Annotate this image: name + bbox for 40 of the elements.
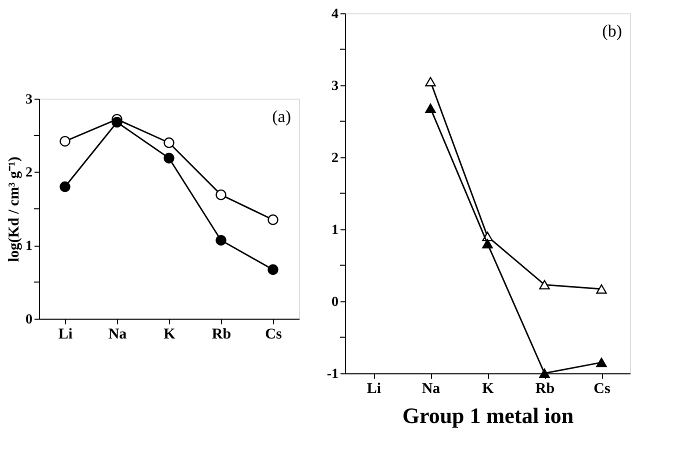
point: [60, 181, 70, 192]
y-tick-label: 3: [26, 92, 32, 108]
x-tick-label: Rb: [212, 326, 232, 342]
x-tick-label: Li: [58, 326, 73, 342]
annotation: (a): [272, 106, 291, 126]
point: [268, 264, 278, 275]
x-tick-label: Cs: [594, 380, 610, 397]
point: [425, 104, 436, 113]
y-tick-label: 1: [26, 238, 32, 254]
point: [112, 116, 122, 128]
y-tick-label: 0: [332, 294, 338, 310]
point: [425, 76, 436, 86]
point: [216, 234, 226, 246]
point: [164, 152, 174, 164]
y-tick-label: 2: [332, 150, 338, 166]
point: [164, 137, 174, 148]
y-tick-label: 2: [26, 166, 32, 181]
y-tick-label: 1: [332, 222, 338, 238]
y-tick-label: -1: [326, 366, 338, 382]
point: [482, 238, 493, 248]
x-tick-label: Li: [366, 380, 382, 397]
point: [268, 214, 278, 226]
x-tick-label: Na: [108, 326, 128, 342]
y-tick-label: 0: [26, 312, 32, 328]
x-axis-title: Group 1 metal ion: [402, 402, 574, 428]
point: [60, 136, 70, 147]
point: [539, 368, 550, 378]
y-tick-label: 4: [332, 6, 338, 22]
y-axis-title: log(Kd / cm³ g⁻¹): [6, 156, 22, 262]
annotation: (b): [602, 21, 622, 40]
point: [596, 358, 607, 368]
x-tick-label: Na: [422, 380, 441, 397]
x-tick-label: K: [482, 380, 494, 397]
x-tick-label: Rb: [535, 380, 555, 397]
point: [539, 280, 550, 290]
x-tick-label: Cs: [265, 326, 282, 342]
y-tick-label: 3: [332, 78, 338, 94]
x-tick-label: K: [164, 326, 176, 342]
point: [216, 189, 226, 200]
point: [596, 284, 607, 294]
